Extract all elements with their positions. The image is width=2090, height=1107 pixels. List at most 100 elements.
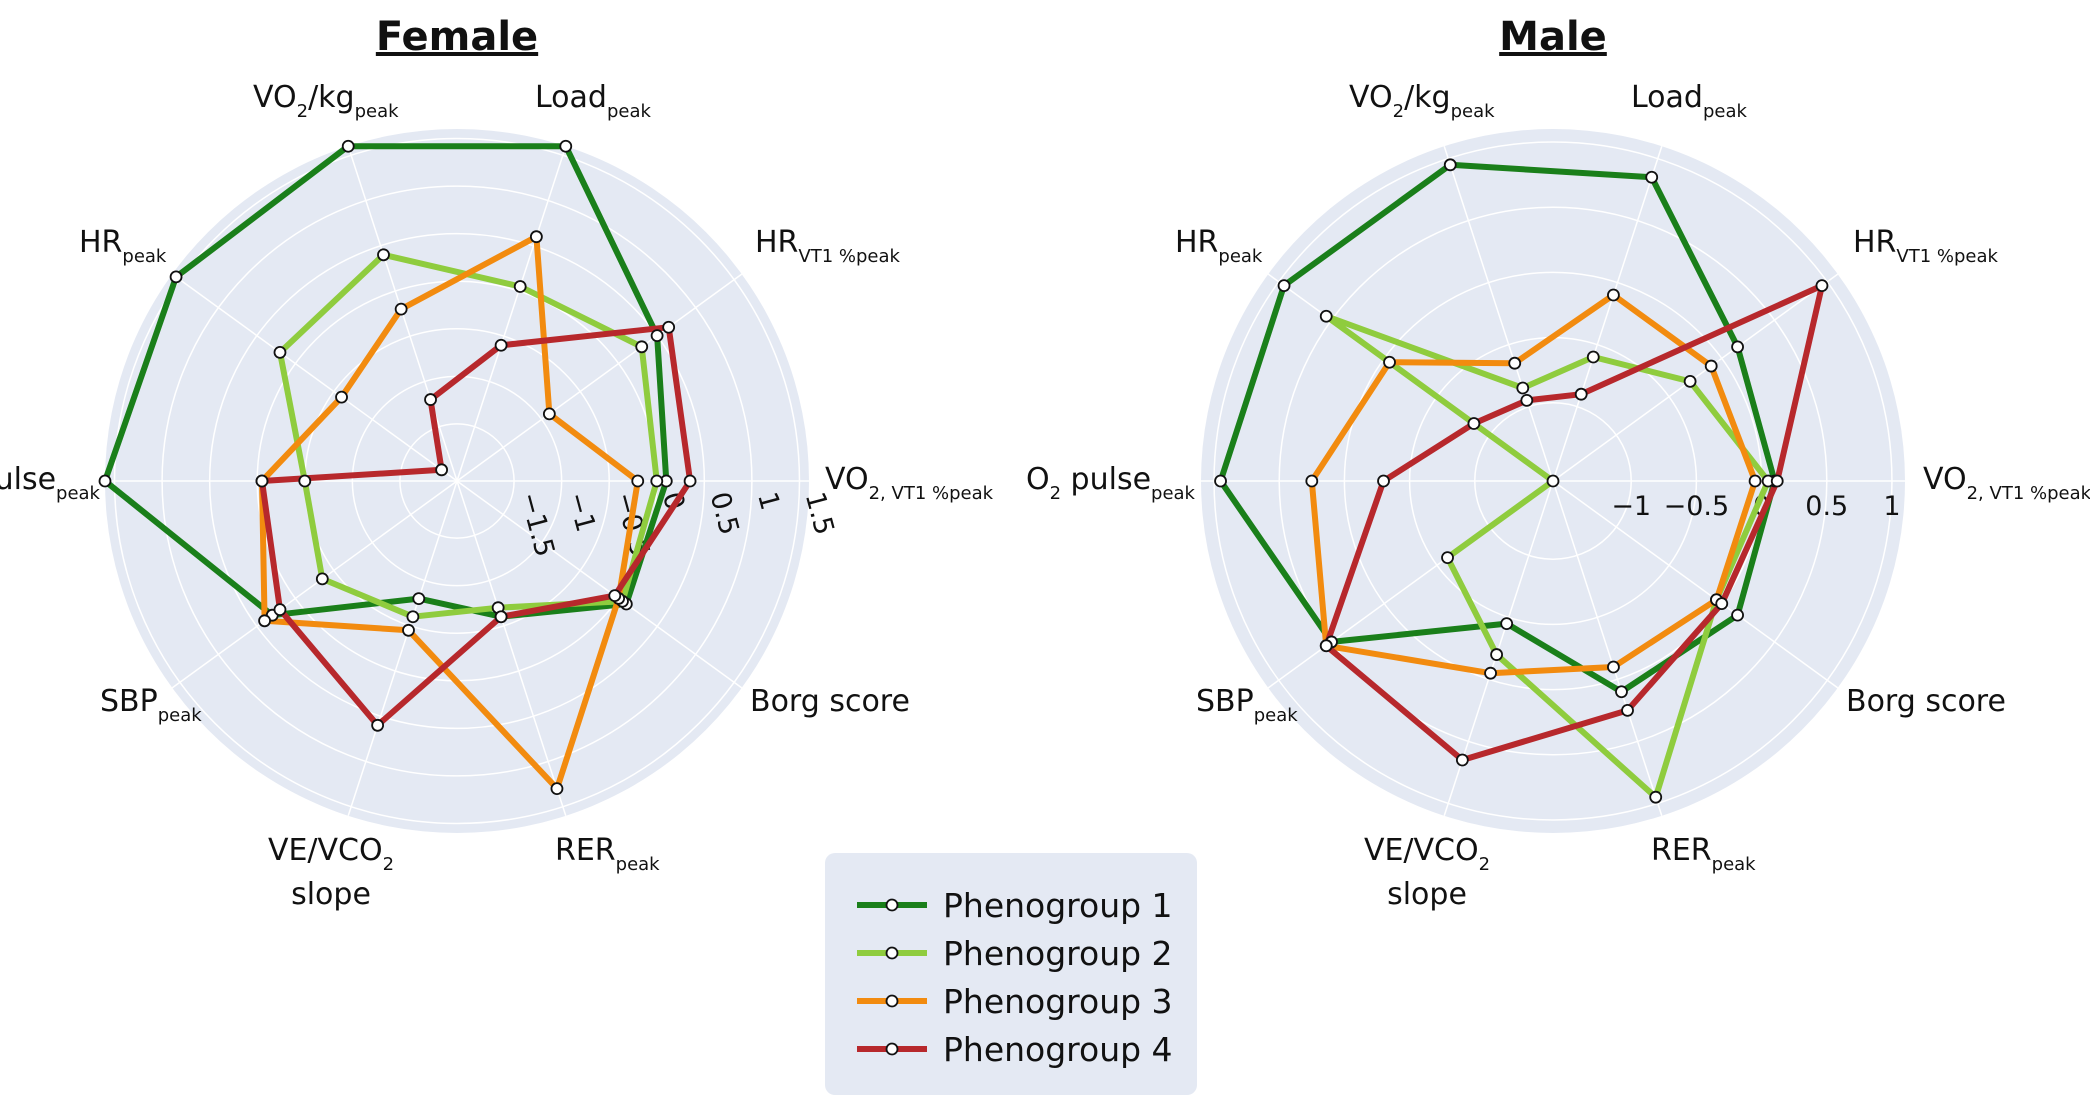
data-point-phenogroup-2 xyxy=(406,610,420,624)
axis-label: O2 pulsepeak xyxy=(0,462,101,504)
data-point-phenogroup-3 xyxy=(1704,359,1718,373)
grid-spoke xyxy=(1552,273,1839,482)
grid-spoke xyxy=(456,145,567,482)
data-point-phenogroup-3 xyxy=(258,614,271,628)
tick-label: 0.5 xyxy=(1805,491,1848,522)
data-point-phenogroup-2 xyxy=(273,345,287,359)
axis-label: Loadpeak xyxy=(1631,80,1747,122)
legend-label: Phenogroup 3 xyxy=(943,982,1173,1021)
data-point-phenogroup-1 xyxy=(169,270,183,284)
axis-label: HRpeak xyxy=(1175,225,1263,267)
data-point-phenogroup-2 xyxy=(1546,474,1560,488)
data-point-phenogroup-1 xyxy=(412,592,426,606)
data-point-phenogroup-4 xyxy=(494,610,508,624)
data-point-phenogroup-4 xyxy=(683,474,697,488)
data-point-phenogroup-2 xyxy=(1319,309,1333,323)
data-point-phenogroup-4 xyxy=(1770,474,1784,488)
legend-marker xyxy=(885,994,899,1008)
axis-label: RERpeak xyxy=(555,833,660,875)
data-point-phenogroup-1 xyxy=(1645,170,1659,184)
tick-label: −0.5 xyxy=(1664,491,1730,522)
axis-label: HRpeak xyxy=(79,225,167,267)
chart-title: Male xyxy=(1499,14,1607,60)
data-point-phenogroup-4 xyxy=(371,718,385,732)
data-point-phenogroup-4 xyxy=(662,320,676,334)
data-point-phenogroup-2 xyxy=(1586,350,1600,364)
data-point-phenogroup-1 xyxy=(98,474,112,488)
axis-label: HRVT1 %peak xyxy=(1853,225,1999,267)
data-point-phenogroup-3 xyxy=(1508,356,1522,370)
axis-label: SBPpeak xyxy=(100,684,202,726)
data-point-phenogroup-4 xyxy=(1621,703,1634,717)
data-point-phenogroup-3 xyxy=(1484,666,1497,680)
axis-label: Loadpeak xyxy=(535,80,651,122)
data-point-phenogroup-3 xyxy=(1305,474,1319,488)
grid-spoke xyxy=(171,273,458,482)
axis-label: VO2/kgpeak xyxy=(253,80,399,122)
data-point-phenogroup-2 xyxy=(650,474,664,488)
axis-label: Borg score xyxy=(750,684,910,719)
grid-spoke xyxy=(1552,145,1663,482)
data-point-phenogroup-2 xyxy=(635,340,649,354)
legend-box xyxy=(825,853,1197,1095)
tick-label: 1 xyxy=(1883,491,1900,522)
data-point-phenogroup-3 xyxy=(1383,355,1396,369)
grid-spoke xyxy=(1552,480,1663,817)
data-point-phenogroup-3 xyxy=(394,302,408,316)
axis-label: RERpeak xyxy=(1651,833,1756,875)
data-point-phenogroup-1 xyxy=(341,139,355,153)
data-point-phenogroup-2 xyxy=(315,572,329,586)
data-point-phenogroup-1 xyxy=(650,329,664,343)
axis-label: VO2, VT1 %peak xyxy=(1923,462,2090,504)
data-point-phenogroup-2 xyxy=(377,248,390,262)
axis-label: Borg score xyxy=(1846,684,2006,719)
axis-label: O2 pulsepeak xyxy=(1026,462,1196,504)
data-point-phenogroup-4 xyxy=(1574,387,1588,401)
data-point-phenogroup-1 xyxy=(1615,685,1628,699)
data-point-phenogroup-2 xyxy=(1683,374,1697,388)
data-point-phenogroup-4 xyxy=(608,589,622,603)
data-point-phenogroup-4 xyxy=(435,463,449,477)
legend: Phenogroup 1 Phenogroup 2 Phenogroup 3 Phen… xyxy=(825,853,1197,1095)
tick-label: −1 xyxy=(1611,491,1651,522)
axis-label: VO2, VT1 %peak xyxy=(825,462,994,504)
data-point-phenogroup-3 xyxy=(1607,660,1620,674)
legend-marker xyxy=(885,946,899,960)
data-point-phenogroup-4 xyxy=(1455,753,1469,767)
grid-spoke xyxy=(456,480,567,817)
axis-label: SBPpeak xyxy=(1196,684,1298,726)
grid-spoke xyxy=(456,273,743,482)
grid-spoke xyxy=(456,480,743,689)
grid-spoke xyxy=(347,480,458,817)
legend-label: Phenogroup 2 xyxy=(943,934,1173,973)
data-point-phenogroup-4 xyxy=(255,474,269,488)
data-point-phenogroup-3 xyxy=(529,230,543,244)
data-point-phenogroup-4 xyxy=(1815,279,1829,292)
data-point-phenogroup-2 xyxy=(1516,381,1530,395)
data-point-phenogroup-2 xyxy=(1649,790,1663,804)
data-point-phenogroup-4 xyxy=(273,603,287,617)
data-point-phenogroup-1 xyxy=(1214,474,1227,488)
data-point-phenogroup-1 xyxy=(1500,617,1514,630)
data-point-phenogroup-4 xyxy=(1319,639,1333,653)
data-point-phenogroup-4 xyxy=(424,393,437,406)
data-point-phenogroup-2 xyxy=(298,474,312,488)
data-point-phenogroup-4 xyxy=(494,338,508,352)
data-point-phenogroup-4 xyxy=(1520,394,1534,407)
grid-spoke xyxy=(171,480,458,689)
legend-marker xyxy=(885,1042,899,1056)
data-point-phenogroup-1 xyxy=(1731,608,1744,622)
chart-title: Female xyxy=(376,14,538,60)
data-point-phenogroup-3 xyxy=(335,390,348,404)
data-point-phenogroup-3 xyxy=(1607,288,1620,302)
axis-label: VE/VCO2 slope xyxy=(268,833,394,912)
data-point-phenogroup-2 xyxy=(1441,551,1454,565)
legend-marker xyxy=(885,898,899,912)
data-point-phenogroup-1 xyxy=(1443,158,1457,172)
axis-label: VO2/kgpeak xyxy=(1349,80,1495,122)
data-point-phenogroup-3 xyxy=(542,407,556,421)
data-point-phenogroup-3 xyxy=(550,782,564,796)
